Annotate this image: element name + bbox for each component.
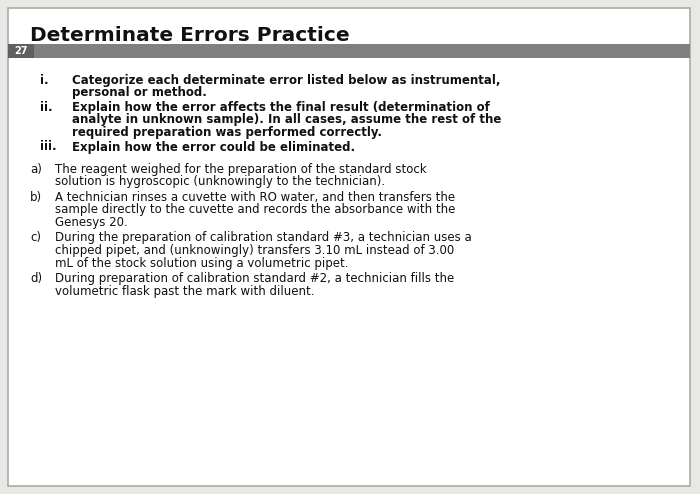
FancyBboxPatch shape bbox=[8, 8, 690, 486]
Text: Genesys 20.: Genesys 20. bbox=[55, 216, 127, 229]
Text: a): a) bbox=[30, 163, 42, 176]
Text: ii.: ii. bbox=[40, 101, 52, 114]
Text: required preparation was performed correctly.: required preparation was performed corre… bbox=[72, 126, 382, 139]
Text: Categorize each determinate error listed below as instrumental,: Categorize each determinate error listed… bbox=[72, 74, 500, 87]
Text: c): c) bbox=[30, 232, 41, 245]
Text: iii.: iii. bbox=[40, 140, 57, 154]
Text: volumetric flask past the mark with diluent.: volumetric flask past the mark with dilu… bbox=[55, 285, 314, 297]
Text: sample directly to the cuvette and records the absorbance with the: sample directly to the cuvette and recor… bbox=[55, 204, 456, 216]
Text: During preparation of calibration standard #2, a technician fills the: During preparation of calibration standa… bbox=[55, 272, 454, 285]
Text: The reagent weighed for the preparation of the standard stock: The reagent weighed for the preparation … bbox=[55, 163, 426, 176]
Text: Determinate Errors Practice: Determinate Errors Practice bbox=[30, 26, 349, 45]
Bar bbox=[8, 44, 34, 58]
Text: Explain how the error could be eliminated.: Explain how the error could be eliminate… bbox=[72, 140, 355, 154]
Text: 27: 27 bbox=[14, 46, 28, 56]
Text: During the preparation of calibration standard #3, a technician uses a: During the preparation of calibration st… bbox=[55, 232, 472, 245]
Text: d): d) bbox=[30, 272, 42, 285]
Text: solution is hygroscopic (unknowingly to the technician).: solution is hygroscopic (unknowingly to … bbox=[55, 175, 385, 189]
Text: mL of the stock solution using a volumetric pipet.: mL of the stock solution using a volumet… bbox=[55, 256, 349, 270]
Text: analyte in unknown sample). In all cases, assume the rest of the: analyte in unknown sample). In all cases… bbox=[72, 114, 501, 126]
Text: Explain how the error affects the final result (determination of: Explain how the error affects the final … bbox=[72, 101, 490, 114]
Text: i.: i. bbox=[40, 74, 48, 87]
Text: chipped pipet, and (unknowingly) transfers 3.10 mL instead of 3.00: chipped pipet, and (unknowingly) transfe… bbox=[55, 244, 454, 257]
Text: b): b) bbox=[30, 191, 42, 204]
Bar bbox=[8, 44, 690, 58]
Text: personal or method.: personal or method. bbox=[72, 86, 207, 99]
Text: A technician rinses a cuvette with RO water, and then transfers the: A technician rinses a cuvette with RO wa… bbox=[55, 191, 455, 204]
